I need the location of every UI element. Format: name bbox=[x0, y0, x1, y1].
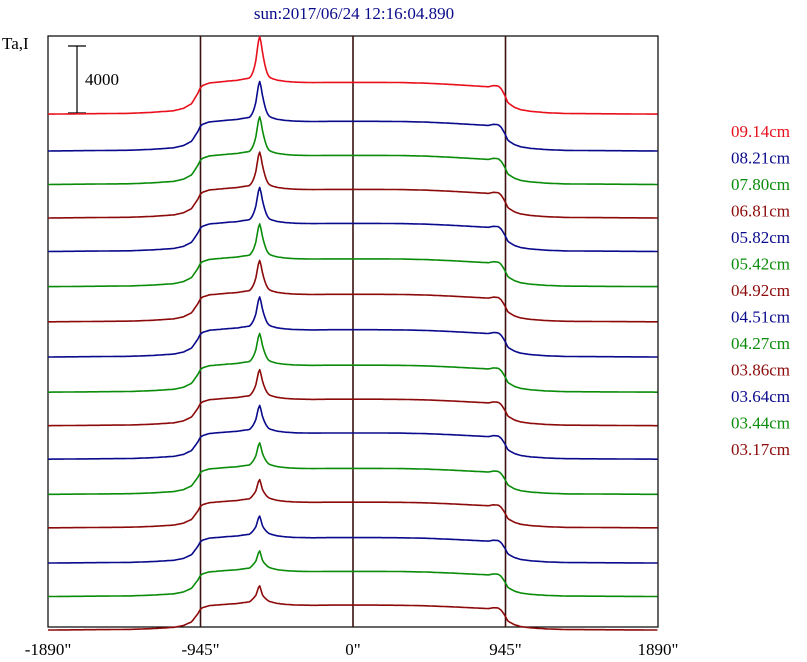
legend-item: 03.44cm bbox=[731, 414, 790, 433]
x-tick-label: 1890" bbox=[638, 640, 679, 659]
legend-item: 04.51cm bbox=[731, 308, 790, 327]
profile-line bbox=[48, 151, 658, 219]
profile-series bbox=[47, 35, 658, 631]
legend-item: 05.82cm bbox=[731, 228, 790, 247]
profile-line bbox=[48, 404, 658, 460]
legend-item: 03.86cm bbox=[731, 361, 790, 380]
legend-item: 05.42cm bbox=[731, 255, 790, 274]
x-tick-label: 0" bbox=[345, 640, 360, 659]
legend-item: 06.81cm bbox=[731, 202, 790, 221]
profile-line bbox=[48, 186, 658, 253]
scale-bar: 4000 bbox=[68, 45, 119, 114]
profile-line bbox=[48, 259, 658, 323]
scale-bar-label: 4000 bbox=[85, 70, 119, 89]
profile-line bbox=[48, 223, 658, 288]
profile-line bbox=[48, 35, 658, 115]
profile-line bbox=[48, 550, 658, 598]
x-tick-label: -945" bbox=[181, 640, 219, 659]
legend-item: 03.17cm bbox=[731, 440, 790, 459]
legend-item: 07.80cm bbox=[731, 175, 790, 194]
legend-item: 03.64cm bbox=[731, 387, 790, 406]
profile-line bbox=[48, 368, 658, 427]
chart-title: sun:2017/06/24 12:16:04.890 bbox=[254, 4, 454, 23]
legend-item: 04.27cm bbox=[731, 334, 790, 353]
x-axis-ticks: -1890" -945" 0" 945" 1890" bbox=[25, 640, 679, 659]
profile-line bbox=[48, 332, 658, 393]
x-tick-label: 945" bbox=[489, 640, 521, 659]
profile-line bbox=[48, 585, 658, 631]
x-tick-label: -1890" bbox=[25, 640, 72, 659]
profile-line bbox=[48, 515, 658, 564]
profile-line bbox=[47, 442, 658, 496]
profile-line bbox=[47, 478, 658, 529]
legend-item: 04.92cm bbox=[731, 281, 790, 300]
legend: 09.14cm 08.21cm 07.80cm 06.81cm 05.82cm 05.42… bbox=[731, 122, 790, 459]
profile-line bbox=[48, 116, 658, 186]
legend-item: 08.21cm bbox=[731, 149, 790, 168]
profile-line bbox=[48, 80, 658, 152]
y-axis-label: Ta,I bbox=[2, 34, 29, 53]
profile-line bbox=[48, 296, 658, 358]
legend-item: 09.14cm bbox=[731, 122, 790, 141]
